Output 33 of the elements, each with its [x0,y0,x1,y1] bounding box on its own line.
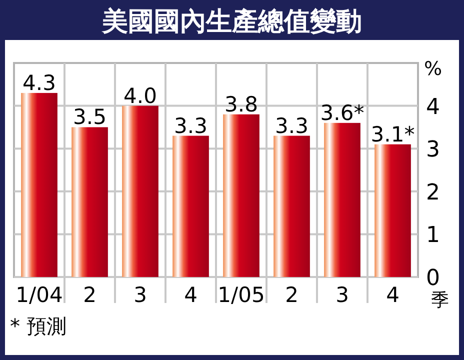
data-label: 3.6* [320,100,364,125]
x-tick-label: 4 [184,283,198,307]
bar [274,136,310,277]
x-tick-label: 1/05 [218,283,265,307]
data-label: 3.3 [275,114,308,138]
x-tick-label: 1/04 [16,283,63,307]
y-tick-label: 4 [426,94,440,120]
x-tick-label: 3 [336,283,349,307]
x-tick-label: 3 [134,283,147,307]
x-tick-label: 2 [285,283,298,307]
bar [324,122,360,277]
bar [72,127,108,277]
chart-title: 美國國內生產總值變動 [101,7,362,37]
x-tick-label: 4 [386,283,400,307]
text: * 預測 [10,314,66,338]
y-tick-label: 0 [426,266,440,291]
y-axis-title: % [424,58,442,80]
bar [223,114,260,277]
data-label: 3.5 [73,105,106,130]
y-tick-label: 3 [426,138,440,163]
bar [374,144,411,277]
data-label: 3.8 [224,92,258,116]
data-label: 4.0 [124,84,157,108]
y-tick-label: 1 [426,223,440,248]
bar [21,92,58,277]
y-tick-label: 2 [426,180,440,206]
bar [172,136,209,277]
data-label: 4.3 [22,70,56,95]
x-axis-title: 季 [431,290,449,311]
bar [122,106,158,277]
x-tick-label: 2 [83,283,96,307]
data-label: 3.1* [370,122,415,146]
data-label: 3.3 [174,114,208,138]
